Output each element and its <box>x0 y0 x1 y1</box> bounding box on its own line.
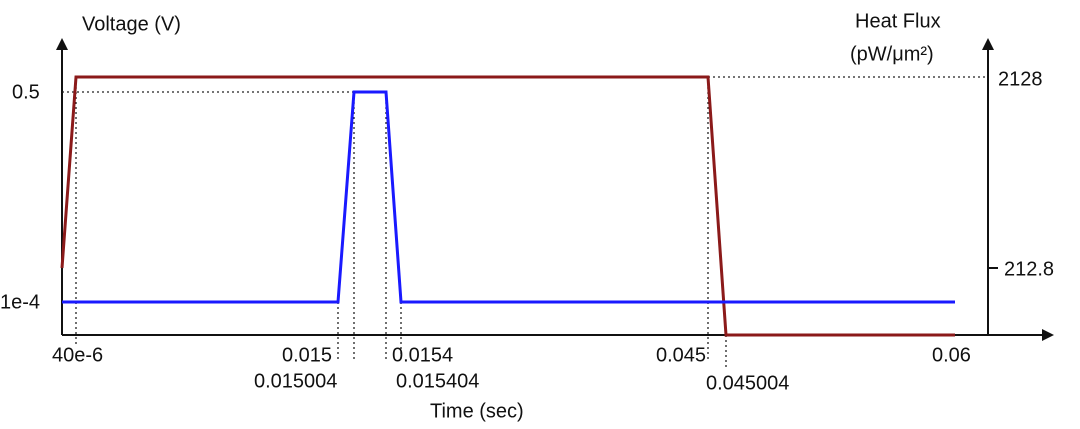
x-tick-label: 0.045 <box>656 344 706 366</box>
left-tick-label: 1e-4 <box>0 291 40 313</box>
heat-flux-wave <box>60 75 955 337</box>
x-tick-label: 0.015004 <box>254 370 337 392</box>
x-tick-label: 0.015 <box>282 344 332 366</box>
x-tick-label: 0.0154 <box>392 344 453 366</box>
x-tick-label: 0.015404 <box>396 370 479 392</box>
right-tick-label: 2128 <box>998 68 1043 90</box>
right-axis-unit: (pW/μm²) <box>850 43 934 65</box>
x-tick-label: 0.045004 <box>706 372 789 394</box>
guides <box>62 76 988 370</box>
x-axis-title: Time (sec) <box>430 400 524 422</box>
right-axis-title: Heat Flux <box>855 10 941 32</box>
x-tick-label: 0.06 <box>932 344 971 366</box>
left-axis-title: Voltage (V) <box>82 13 181 35</box>
voltage-wave <box>62 90 955 304</box>
x-tick-label: 40e-6 <box>52 344 103 366</box>
right-tick-label: 212.8 <box>1004 258 1054 280</box>
left-tick-label: 0.5 <box>12 81 40 103</box>
